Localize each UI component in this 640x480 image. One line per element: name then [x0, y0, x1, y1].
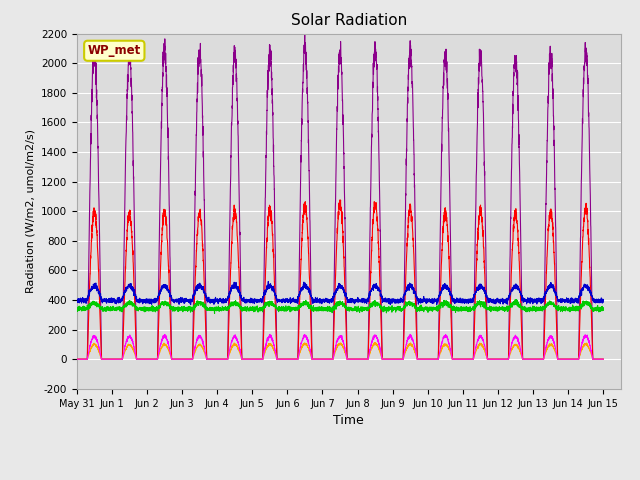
Y-axis label: Radiation (W/m2, umol/m2/s): Radiation (W/m2, umol/m2/s) [25, 129, 35, 293]
X-axis label: Time: Time [333, 414, 364, 427]
Title: Solar Radiation: Solar Radiation [291, 13, 407, 28]
Text: WP_met: WP_met [88, 44, 141, 57]
Legend: Shortwave In, Shortwave Out, Longwave In, Longwave Out, PAR in, PAR out: Shortwave In, Shortwave Out, Longwave In… [77, 479, 620, 480]
